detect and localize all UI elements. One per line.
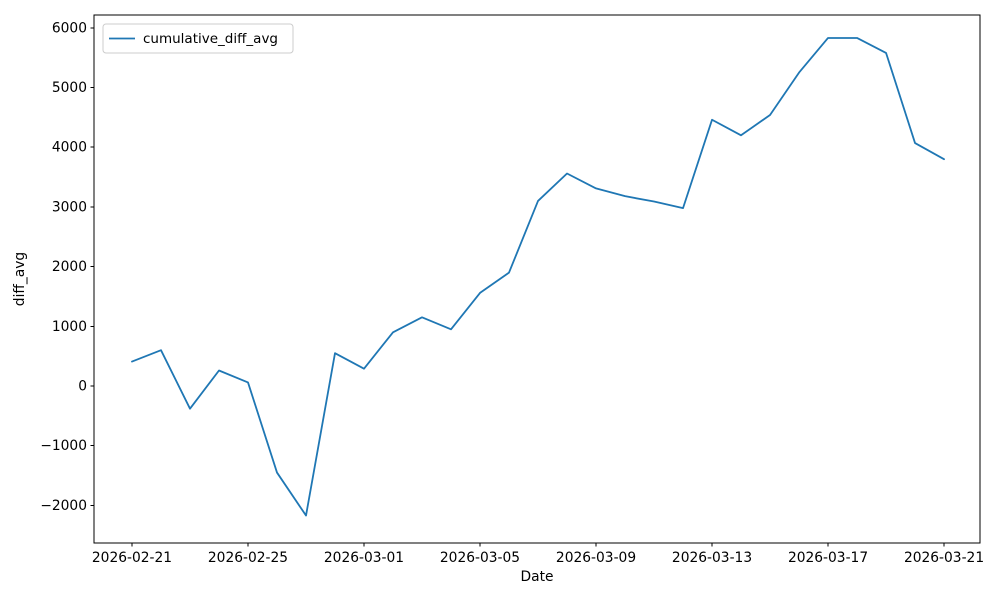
- x-tick-label: 2026-03-05: [440, 550, 520, 566]
- legend-label: cumulative_diff_avg: [143, 31, 278, 47]
- x-tick-label: 2026-03-09: [556, 550, 636, 566]
- y-axis-ticks: −2000 −1000 0 1000 2000 3000 4000 5000 6000: [40, 20, 94, 514]
- y-tick-label: −1000: [40, 438, 87, 454]
- y-axis-title: diff_avg: [12, 252, 28, 306]
- y-tick-label: 6000: [52, 20, 87, 36]
- x-tick-label: 2026-03-13: [672, 550, 752, 566]
- y-tick-label: 2000: [52, 259, 87, 275]
- x-axis-ticks: 2026-02-21 2026-02-25 2026-03-01 2026-03-05…: [92, 543, 984, 566]
- y-tick-label: −2000: [40, 498, 87, 514]
- legend: cumulative_diff_avg: [102, 23, 294, 54]
- y-tick-label: 4000: [52, 140, 87, 156]
- y-tick-label: 1000: [52, 319, 87, 335]
- y-tick-label: 0: [78, 379, 87, 395]
- x-tick-label: 2026-02-21: [92, 550, 172, 566]
- x-tick-label: 2026-03-21: [904, 550, 984, 566]
- x-tick-label: 2026-03-01: [324, 550, 404, 566]
- y-tick-label: 5000: [52, 80, 87, 96]
- x-tick-label: 2026-02-25: [208, 550, 288, 566]
- legend-box: [102, 23, 294, 54]
- y-tick-label: 3000: [52, 199, 87, 215]
- series-line-cumulative-diff-avg: [131, 37, 945, 517]
- x-tick-label: 2026-03-17: [788, 550, 868, 566]
- plot-border: [93, 14, 981, 544]
- x-axis-title: Date: [521, 569, 554, 585]
